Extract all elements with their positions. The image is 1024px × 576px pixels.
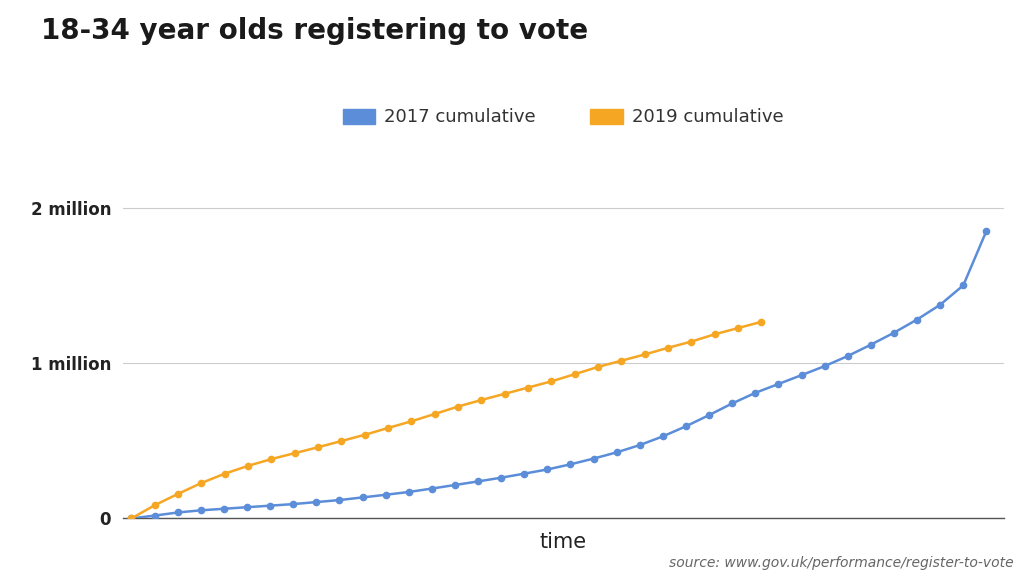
Text: source: www.gov.uk/performance/register-to-vote: source: www.gov.uk/performance/register-… xyxy=(669,556,1014,570)
Text: 18-34 year olds registering to vote: 18-34 year olds registering to vote xyxy=(41,17,588,46)
X-axis label: time: time xyxy=(540,532,587,552)
Legend: 2017 cumulative, 2019 cumulative: 2017 cumulative, 2019 cumulative xyxy=(336,101,791,134)
